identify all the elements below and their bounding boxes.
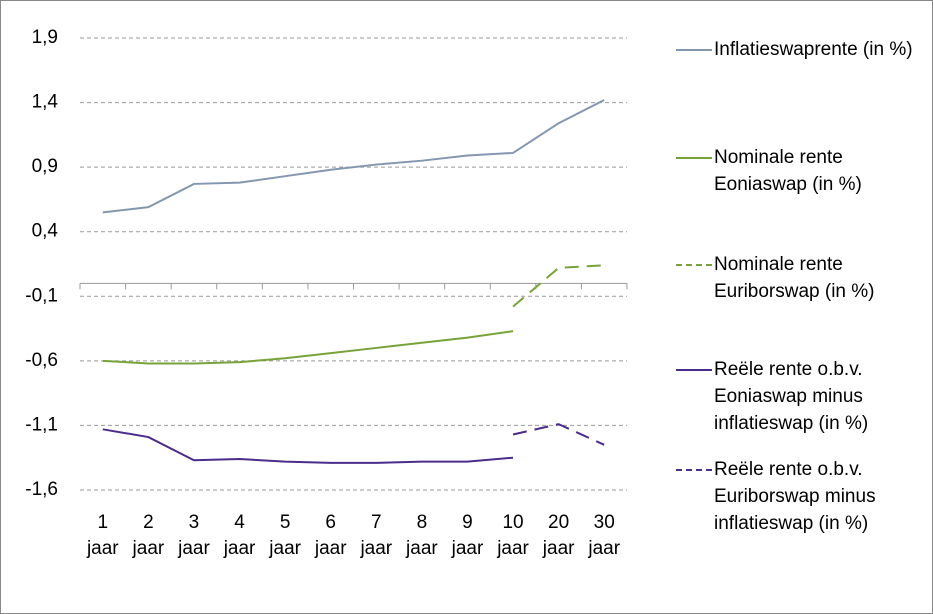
legend-label: Reële rente o.b.v. Euriborswap minus inf… bbox=[714, 459, 876, 534]
x-tick-label: 3 jaar bbox=[177, 512, 210, 559]
x-tick-label: 1 jaar bbox=[86, 512, 119, 559]
x-tick-label: 7 jaar bbox=[359, 512, 392, 559]
y-tick-label: -1,6 bbox=[25, 479, 58, 500]
y-tick-label: 0,9 bbox=[32, 156, 58, 177]
y-tick-label: 1,9 bbox=[32, 27, 58, 48]
x-tick-label: 30 jaar bbox=[587, 512, 620, 559]
y-tick-label: 1,4 bbox=[32, 92, 59, 113]
legend-swatch bbox=[676, 469, 712, 471]
x-tick-label: 10 jaar bbox=[496, 512, 529, 559]
x-tick-label: 6 jaar bbox=[314, 512, 347, 559]
legend-swatch bbox=[676, 49, 712, 51]
series-line bbox=[102, 428, 514, 464]
legend-label: Nominale rente Euriborswap (in %) bbox=[714, 254, 875, 302]
series-line bbox=[512, 423, 605, 446]
y-tick-label: 0,4 bbox=[32, 221, 59, 242]
legend-label: Nominale rente Eoniaswap (in %) bbox=[714, 147, 862, 195]
legend-swatch bbox=[676, 157, 712, 159]
legend-label: Inflatieswaprente (in %) bbox=[714, 39, 913, 60]
legend-entry: Nominale rente Euriborswap (in %) bbox=[676, 251, 926, 305]
series-line bbox=[512, 264, 605, 308]
legend-entry: Reële rente o.b.v. Eoniaswap minus infla… bbox=[676, 356, 926, 437]
x-tick-label: 5 jaar bbox=[268, 512, 301, 559]
legend-entry: Nominale rente Eoniaswap (in %) bbox=[676, 144, 926, 198]
legend-entry: Reële rente o.b.v. Euriborswap minus inf… bbox=[676, 456, 926, 537]
series-line bbox=[102, 99, 605, 214]
x-tick-label: 20 jaar bbox=[542, 512, 575, 559]
x-tick-label: 4 jaar bbox=[223, 512, 256, 559]
legend-label: Reële rente o.b.v. Eoniaswap minus infla… bbox=[714, 359, 869, 434]
y-tick-label: -1,1 bbox=[25, 414, 58, 435]
series-line bbox=[102, 330, 514, 365]
x-tick-label: 2 jaar bbox=[132, 512, 165, 559]
y-tick-label: -0,6 bbox=[25, 350, 58, 371]
legend-swatch bbox=[676, 264, 712, 266]
x-tick-label: 8 jaar bbox=[405, 512, 438, 559]
x-tick-label: 9 jaar bbox=[451, 512, 484, 559]
y-tick-label: -0,1 bbox=[25, 285, 58, 306]
legend-entry: Inflatieswaprente (in %) bbox=[676, 36, 926, 63]
legend-swatch bbox=[676, 369, 712, 371]
